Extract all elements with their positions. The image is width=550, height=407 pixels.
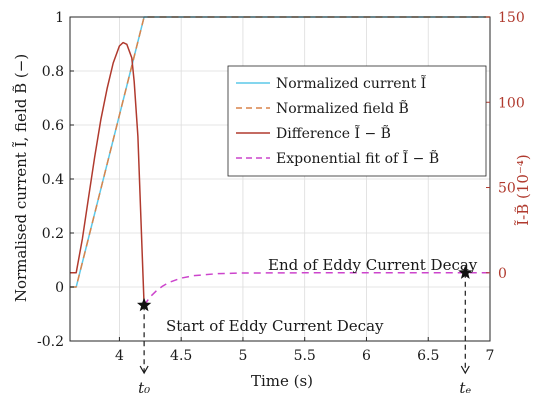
- marker-arrowhead: [460, 365, 470, 375]
- y-tick-label-left: 0.4: [42, 172, 64, 188]
- marker-arrowhead: [139, 365, 149, 375]
- y-tick-label-left: 0.8: [42, 64, 64, 80]
- y-axis-label-left: Normalised current Ĩ, field B̃ (−): [12, 54, 30, 302]
- legend-label-field: Normalized field B̃: [276, 99, 409, 117]
- y-axis-label-right: Ĩ-B̃ (10⁻⁴): [514, 154, 532, 226]
- legend-box: [227, 65, 487, 177]
- y-tick-label-left: 0.6: [42, 118, 64, 134]
- legend-label-difference: Difference Ĩ − B̃: [276, 124, 391, 142]
- y-tick-label-right: 50: [498, 181, 516, 197]
- x-tick-label: 6.5: [417, 348, 439, 364]
- legend-label-current: Normalized current Ĩ: [276, 74, 427, 92]
- marker-label-t0: t₀: [138, 379, 150, 397]
- y-tick-label-left: 0: [55, 280, 64, 296]
- marker-label-te: tₑ: [459, 379, 471, 397]
- y-tick-label-right: 100: [498, 95, 525, 111]
- event-markers: t₀ tₑ: [137, 265, 473, 397]
- y-tick-label-left: 0.2: [42, 226, 64, 242]
- x-axis-label: Time (s): [251, 372, 313, 390]
- legend-label-fit: Exponential fit of Ĩ − B̃: [276, 149, 439, 167]
- series-exponential-fit: [143, 272, 490, 306]
- x-tick-label: 7: [486, 348, 495, 364]
- y-tick-label-right: 0: [498, 266, 507, 282]
- tick-labels: 4 4.5 5 5.5 6 6.5 7 -0.2 0 0.2 0.4 0.6 0.8 1 0 50 100 150: [37, 10, 525, 364]
- y-tick-label-left: -0.2: [37, 334, 64, 350]
- x-tick-label: 6: [362, 348, 371, 364]
- annotation-start: Start of Eddy Current Decay: [166, 317, 384, 335]
- x-tick-label: 4.5: [170, 348, 192, 364]
- annotation-end: End of Eddy Current Decay: [268, 256, 478, 274]
- x-tick-label: 5.5: [294, 348, 316, 364]
- marker-star: [137, 297, 152, 312]
- x-tick-label: 4: [115, 348, 124, 364]
- x-tick-label: 5: [238, 348, 247, 364]
- marker-star: [458, 265, 473, 279]
- legend: Normalized current Ĩ Normalized field B̃…: [227, 65, 487, 177]
- y-tick-label-right: 150: [498, 10, 525, 26]
- y-tick-label-left: 1: [55, 10, 64, 26]
- series-difference: [70, 41, 145, 306]
